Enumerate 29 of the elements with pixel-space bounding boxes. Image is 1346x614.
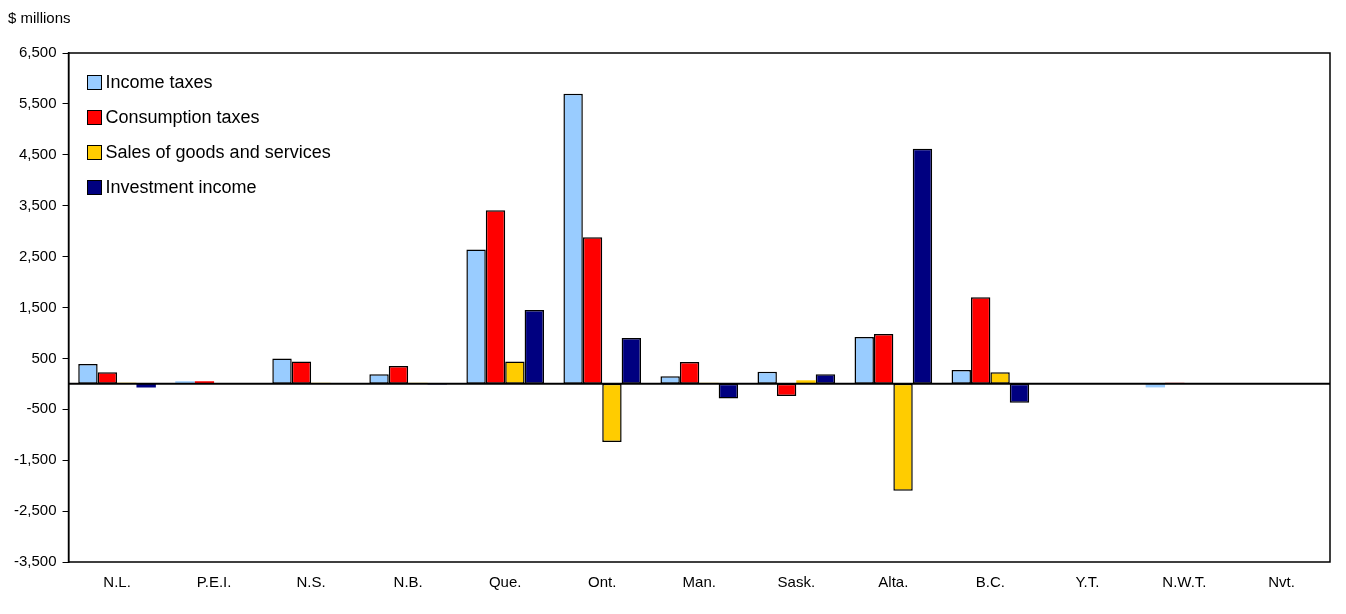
x-tick-label: N.L. xyxy=(103,573,131,591)
x-tick-label: N.W.T. xyxy=(1162,573,1207,591)
y-tick-label: 2,500 xyxy=(18,246,57,264)
legend-label: Consumption taxes xyxy=(105,107,260,128)
x-tick-label: N.B. xyxy=(393,573,423,591)
x-tick-label: P.E.I. xyxy=(196,573,232,591)
x-tick-label: Nvt. xyxy=(1268,573,1295,591)
x-tick-label: Y.T. xyxy=(1075,573,1100,591)
legend-label: Income taxes xyxy=(105,72,213,93)
y-tick-label: 500 xyxy=(31,348,57,366)
y-axis-title: $ millions xyxy=(8,8,72,28)
y-tick-label: -1,500 xyxy=(13,450,57,468)
y-tick-label: -2,500 xyxy=(13,501,57,519)
x-tick-label: Ont. xyxy=(588,573,617,591)
y-tick-label: 3,500 xyxy=(18,195,57,213)
x-tick-label: Que. xyxy=(488,573,522,591)
x-tick-label: Man. xyxy=(682,573,716,591)
y-tick-label: 1,500 xyxy=(18,297,57,315)
legend-label: Sales of goods and services xyxy=(105,142,331,163)
x-tick-label: B.C. xyxy=(975,573,1005,591)
y-tick-label: -500 xyxy=(26,399,57,417)
y-tick-label: 5,500 xyxy=(18,94,57,112)
y-tick-label: -3,500 xyxy=(13,552,57,570)
x-tick-label: Alta. xyxy=(878,573,909,591)
legend-label: Investment income xyxy=(105,177,257,198)
y-tick-label: 4,500 xyxy=(18,144,57,162)
y-tick-label: 6,500 xyxy=(18,43,57,61)
x-tick-label: Sask. xyxy=(777,573,816,591)
x-tick-label: N.S. xyxy=(296,573,326,591)
